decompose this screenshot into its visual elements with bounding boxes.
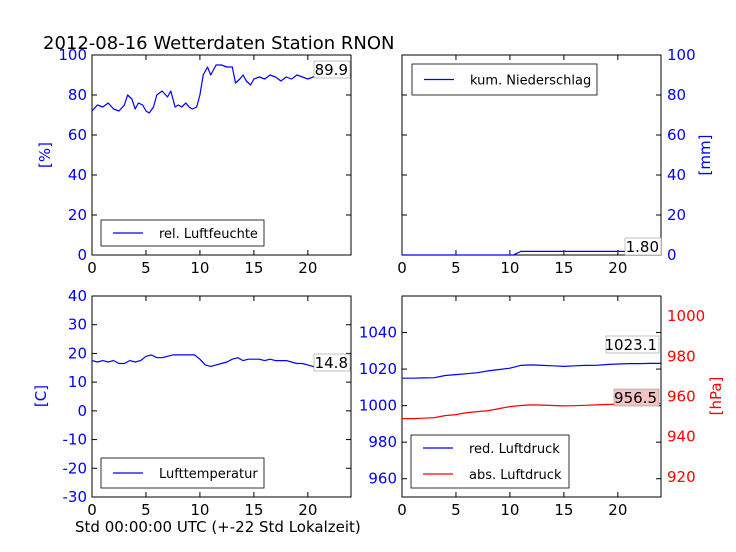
pressure-right-y-tick-label: 920 xyxy=(667,468,696,486)
pressure-right-y-tick-label: 1000 xyxy=(667,307,705,325)
temperature-y-tick-label: -20 xyxy=(63,459,88,477)
humidity-value-annotation: 89.9 xyxy=(315,61,348,79)
temperature-value-annotation-box xyxy=(313,353,351,372)
bottom-axis-label: Std 00:00:00 UTC (+-22 Std Lokalzeit) xyxy=(75,518,361,536)
precip-x-tick-label: 0 xyxy=(397,259,407,277)
precip-value-annotation: 1.80 xyxy=(626,238,659,256)
pressure-x-tick-label: 5 xyxy=(451,501,461,519)
temperature-y-tick-label: -30 xyxy=(63,488,88,506)
pressure-plot-frame xyxy=(401,295,662,498)
pressure-right-y-tick-label: 960 xyxy=(667,388,696,406)
temperature-y-tick-label: 0 xyxy=(77,402,87,420)
precip-y-tick-label: 60 xyxy=(667,126,686,144)
humidity-value-annotation-box xyxy=(313,60,351,79)
pressure-y-tick-label: 960 xyxy=(368,470,397,488)
figure-title: 2012-08-16 Wetterdaten Station RNON xyxy=(43,33,394,54)
pressure-value-annotation: 956.5 xyxy=(614,389,657,407)
precip-x-tick-label: 10 xyxy=(500,259,519,277)
precip-y-tick-label: 40 xyxy=(667,166,686,184)
precip-x-tick-label: 20 xyxy=(608,259,627,277)
precip-y-tick-label: 80 xyxy=(667,86,686,104)
pressure-x-tick-label: 0 xyxy=(397,501,407,519)
temperature-x-tick-label: 15 xyxy=(244,501,263,519)
temperature-y-tick-label: 20 xyxy=(68,344,87,362)
humidity-y-tick-label: 80 xyxy=(68,86,87,104)
pressure-series-line-0 xyxy=(402,362,661,379)
temperature-series-line-0 xyxy=(91,354,351,369)
pressure-x-tick-label: 10 xyxy=(500,501,519,519)
humidity-x-tick-label: 10 xyxy=(190,259,209,277)
temperature-y-tick-label: -10 xyxy=(63,431,88,449)
pressure-legend-label-1: abs. Luftdruck xyxy=(469,468,562,483)
pressure-value-annotation: 1023.1 xyxy=(605,336,658,354)
pressure-y-tick-label: 1000 xyxy=(359,397,397,415)
precip-y-tick-label: 100 xyxy=(667,46,696,64)
temperature-x-tick-label: 5 xyxy=(141,501,151,519)
precip-x-tick-label: 5 xyxy=(451,259,461,277)
temperature-y-tick-label: 10 xyxy=(68,373,87,391)
precip-plot-frame xyxy=(401,54,662,256)
temperature-y-tick-label: 30 xyxy=(68,316,87,334)
humidity-y-tick-label: 40 xyxy=(68,166,87,184)
precip-y-tick-label: 0 xyxy=(667,246,677,264)
humidity-y-tick-label: 100 xyxy=(58,46,87,64)
pressure-x-tick-label: 15 xyxy=(554,501,573,519)
humidity-y-tick-label: 20 xyxy=(68,206,87,224)
temperature-y-tick-label: 40 xyxy=(68,287,87,305)
temperature-x-tick-label: 10 xyxy=(190,501,209,519)
precip-x-tick-label: 15 xyxy=(554,259,573,277)
temperature-plot-frame xyxy=(91,295,352,498)
temperature-legend-label-0: Lufttemperatur xyxy=(159,467,258,482)
temperature-value-annotation: 14.8 xyxy=(315,354,348,372)
temperature-x-tick-label: 0 xyxy=(87,501,97,519)
precip-legend-label-0: kum. Niederschlag xyxy=(470,74,591,89)
humidity-x-tick-label: 5 xyxy=(141,259,151,277)
pressure-right-y-tick-label: 940 xyxy=(667,428,696,446)
pressure-value-annotation-box xyxy=(613,388,660,407)
pressure-y-tick-label: 1040 xyxy=(359,324,397,342)
humidity-legend-label-0: rel. Luftfeuchte xyxy=(159,227,258,242)
precip-series-line-0 xyxy=(402,250,661,256)
humidity-y-tick-label: 60 xyxy=(68,126,87,144)
humidity-x-tick-label: 20 xyxy=(298,259,317,277)
pressure-legend-label-0: red. Luftdruck xyxy=(469,442,560,457)
precip-y-axis-label: [mm] xyxy=(696,135,714,176)
pressure-value-annotation-box xyxy=(605,335,660,354)
humidity-y-tick-label: 0 xyxy=(77,246,87,264)
temperature-x-tick-label: 20 xyxy=(298,501,317,519)
precip-value-annotation-box xyxy=(624,237,662,256)
humidity-series-line-0 xyxy=(91,64,351,114)
pressure-y-tick-label: 980 xyxy=(368,433,397,451)
humidity-x-tick-label: 15 xyxy=(244,259,263,277)
humidity-x-tick-label: 0 xyxy=(87,259,97,277)
pressure-right-y-tick-label: 980 xyxy=(667,347,696,365)
humidity-y-axis-label: [%] xyxy=(36,142,54,168)
temperature-y-axis-label: [C] xyxy=(32,385,50,407)
pressure-x-tick-label: 20 xyxy=(608,501,627,519)
humidity-plot-frame xyxy=(91,54,352,256)
pressure-y-axis-label: [hPa] xyxy=(707,377,725,416)
precip-y-tick-label: 20 xyxy=(667,206,686,224)
pressure-legend-box xyxy=(410,434,570,489)
pressure-y-tick-label: 1020 xyxy=(359,360,397,378)
